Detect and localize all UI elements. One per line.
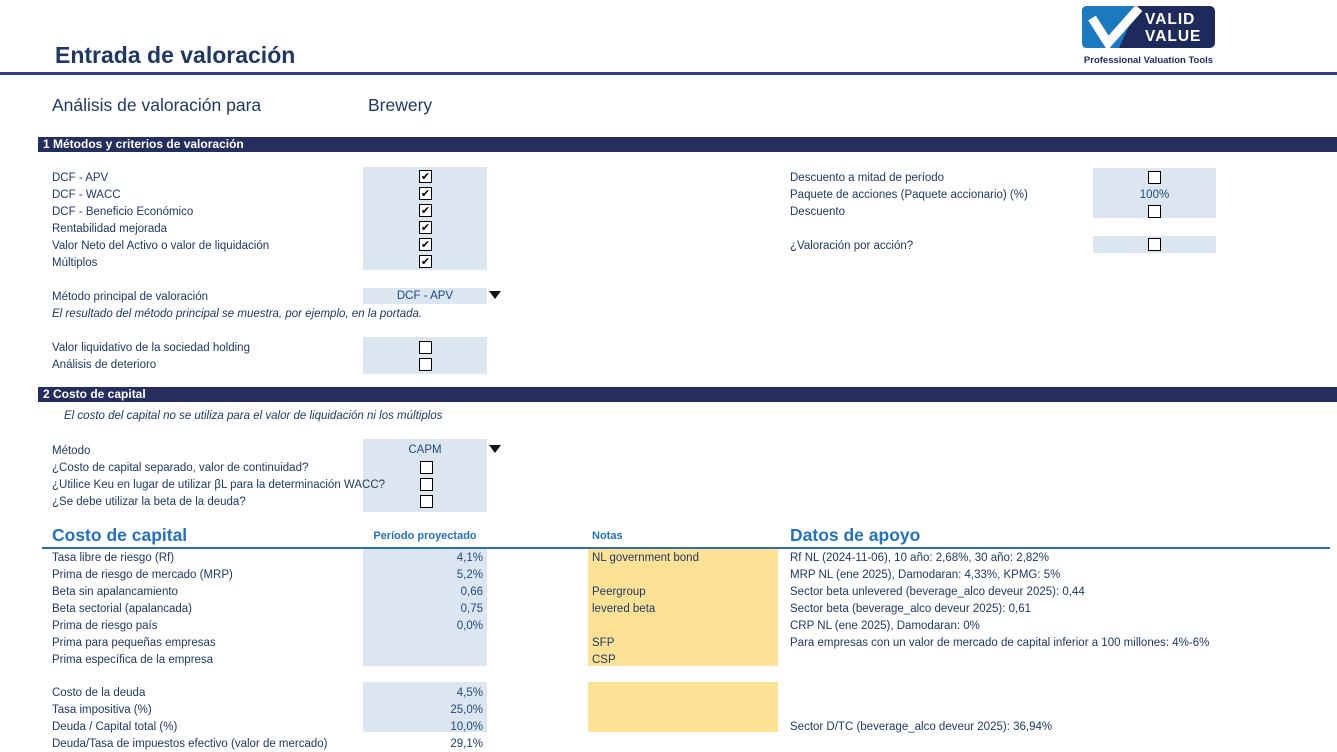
logo-tagline: Professional Valuation Tools [1083, 55, 1214, 66]
row-label-cost-of-debt: Costo de la deuda [52, 687, 146, 699]
half-period-discount-label: Descuento a mitad de período [790, 172, 945, 184]
logo-word-1: VALID [1145, 11, 1195, 28]
capm-method-label: Método [52, 445, 91, 457]
row-note-small-firm-premium[interactable]: SFP [592, 637, 615, 649]
checkbox-dcf-apv[interactable] [419, 170, 432, 183]
per-share-valuation-label: ¿Valoración por acción? [790, 240, 914, 252]
checkbox-holding-liquidation[interactable] [419, 341, 432, 354]
checkbox-separate-cost-of-capital[interactable] [420, 461, 433, 474]
checkbox-nav-liquidation[interactable] [419, 238, 432, 251]
table-heading-cost-of-capital: Costo de capital [52, 525, 188, 545]
row-label-debt-total-capital: Deuda / Capital total (%) [52, 721, 178, 733]
company-name: Brewery [368, 95, 433, 115]
principal-method-value[interactable]: DCF - APV [396, 290, 454, 302]
values-panel-debt [363, 682, 487, 732]
row-value-market-risk-premium[interactable]: 5,2% [456, 569, 483, 581]
row-value-unlevered-beta[interactable]: 0,66 [460, 586, 483, 598]
methods-checkbox-panel [363, 167, 487, 270]
holding-liquidation-label: Valor liquidativo de la sociedad holding [52, 342, 250, 354]
row-value-tax-rate[interactable]: 25,0% [450, 704, 483, 716]
principal-method-dropdown[interactable] [363, 288, 487, 304]
row-note-sector-beta[interactable]: levered beta [592, 603, 656, 615]
principal-method-label: Método principal de valoración [52, 291, 208, 303]
method-label-nav-liquidation: Valor Neto del Activo o valor de liquida… [52, 240, 270, 252]
valid-value-logo-icon: VALID VALUE [1082, 5, 1215, 51]
keu-instead-of-bl-label: ¿Utilice Keu en lugar de utilizar βL par… [52, 479, 386, 491]
share-package-value[interactable]: 100% [1139, 189, 1170, 201]
notes-panel-debt [588, 682, 778, 732]
checkbox-dcf-economic-profit[interactable] [419, 204, 432, 217]
checkbox-debt-beta[interactable] [420, 495, 433, 508]
row-label-small-firm-premium: Prima para pequeñas empresas [52, 637, 216, 649]
row-support-risk-free-rate: Rf NL (2024-11-06), 10 año: 2,68%, 30 añ… [790, 552, 1049, 564]
impairment-analysis-label: Análisis de deterioro [52, 359, 157, 371]
row-label-unlevered-beta: Beta sin apalancamiento [52, 586, 178, 598]
valid-value-logo: VALID VALUE Professional Valuation Tools [1082, 5, 1215, 66]
row-support-debt-total-capital: Sector D/TC (beverage_alco deveur 2025):… [790, 721, 1053, 733]
table-header-rule [42, 547, 1330, 549]
method-label-multiples: Múltiplos [52, 257, 98, 269]
row-support-small-firm-premium: Para empresas con un valor de mercado de… [790, 637, 1210, 649]
column-header-projected-period: Período proyectado [373, 530, 477, 542]
row-label-market-risk-premium: Prima de riesgo de mercado (MRP) [52, 569, 233, 581]
notes-panel-equity [588, 549, 778, 666]
method-label-dcf-apv: DCF - APV [52, 172, 109, 184]
checkbox-discount[interactable] [1148, 205, 1161, 218]
row-value-effective-debt-tax: 29,1% [450, 738, 483, 750]
principal-method-dropdown-arrow-icon[interactable] [489, 291, 501, 299]
checkbox-multiples[interactable] [419, 255, 432, 268]
row-label-country-risk-premium: Prima de riesgo país [52, 620, 158, 632]
row-value-risk-free-rate[interactable]: 4,1% [456, 552, 483, 564]
debt-beta-label: ¿Se debe utilizar la beta de la deuda? [52, 496, 246, 508]
method-label-dcf-wacc: DCF - WACC [52, 189, 121, 201]
row-label-company-specific-premium: Prima específica de la empresa [52, 654, 214, 666]
table-heading-supporting-data: Datos de apoyo [790, 525, 921, 545]
row-note-company-specific-premium[interactable]: CSP [592, 654, 616, 666]
method-label-dcf-economic-profit: DCF - Beneficio Económico [52, 206, 194, 218]
principal-method-note: El resultado del método principal se mue… [52, 308, 423, 320]
row-support-market-risk-premium: MRP NL (ene 2025), Damodaran: 4,33%, KPM… [790, 569, 1061, 581]
page-title: Entrada de valoración [55, 42, 296, 68]
row-value-country-risk-premium[interactable]: 0,0% [456, 620, 483, 632]
checkbox-impairment-analysis[interactable] [419, 358, 432, 371]
row-label-tax-rate: Tasa impositiva (%) [52, 704, 152, 716]
row-label-sector-beta: Beta sectorial (apalancada) [52, 603, 192, 615]
row-support-unlevered-beta: Sector beta unlevered (beverage_alco dev… [790, 586, 1085, 598]
row-value-debt-total-capital[interactable]: 10,0% [450, 721, 483, 733]
section-2-header: 2 Costo de capital [38, 387, 1337, 402]
section-1-header: 1 Métodos y criterios de valoración [38, 137, 1337, 152]
row-note-risk-free-rate[interactable]: NL government bond [592, 552, 699, 564]
row-label-risk-free-rate: Tasa libre de riesgo (Rf) [52, 552, 175, 564]
column-header-notes: Notas [592, 530, 623, 542]
checkbox-improved-profitability[interactable] [419, 221, 432, 234]
capm-method-value[interactable]: CAPM [408, 444, 442, 456]
capm-method-dropdown-arrow-icon[interactable] [489, 445, 501, 453]
values-panel-equity [363, 549, 487, 666]
row-value-sector-beta[interactable]: 0,75 [460, 603, 483, 615]
checkbox-keu-instead-of-bl[interactable] [420, 478, 433, 491]
checkbox-dcf-wacc[interactable] [419, 187, 432, 200]
cost-of-capital-note: El costo del capital no se utiliza para … [64, 410, 443, 422]
row-note-unlevered-beta[interactable]: Peergroup [592, 586, 646, 598]
row-label-effective-debt-tax: Deuda/Tasa de impuestos efectivo (valor … [52, 738, 328, 750]
row-value-cost-of-debt[interactable]: 4,5% [456, 687, 483, 699]
discount-label: Descuento [790, 206, 845, 218]
share-package-label: Paquete de acciones (Paquete accionario)… [790, 189, 1028, 201]
checkbox-per-share-valuation[interactable] [1148, 238, 1161, 251]
method-label-improved-profitability: Rentabilidad mejorada [52, 223, 168, 235]
separate-cost-of-capital-label: ¿Costo de capital separado, valor de con… [52, 462, 309, 474]
logo-word-2: VALUE [1145, 28, 1201, 45]
title-divider [0, 72, 1337, 75]
checkbox-half-period-discount[interactable] [1148, 171, 1161, 184]
row-support-sector-beta: Sector beta (beverage_alco deveur 2025):… [790, 603, 1032, 615]
analysis-for-label: Análisis de valoración para [52, 95, 262, 115]
row-support-country-risk-premium: CRP NL (ene 2025), Damodaran: 0% [790, 620, 980, 632]
